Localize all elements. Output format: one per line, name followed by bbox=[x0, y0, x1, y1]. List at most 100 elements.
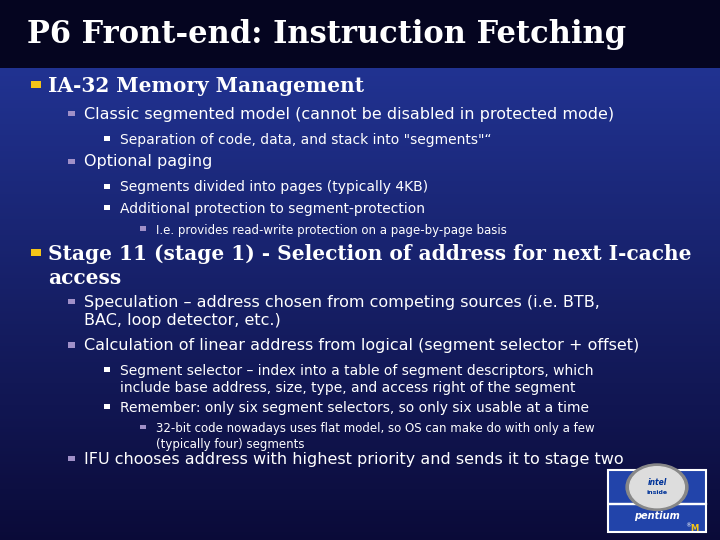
Bar bbox=[0, 119, 720, 122]
Bar bbox=[0, 259, 720, 262]
Bar bbox=[0, 227, 720, 229]
Bar bbox=[0, 364, 720, 367]
Text: Segments divided into pages (typically 4KB): Segments divided into pages (typically 4… bbox=[120, 180, 428, 194]
Bar bbox=[0, 278, 720, 281]
Bar bbox=[0, 43, 720, 46]
Bar bbox=[0, 184, 720, 186]
Bar bbox=[0, 57, 720, 59]
Bar bbox=[0, 329, 720, 332]
Bar bbox=[0, 289, 720, 292]
Bar bbox=[0, 429, 720, 432]
Bar bbox=[0, 254, 720, 256]
Bar bbox=[0, 16, 720, 19]
Bar bbox=[0, 146, 720, 148]
Bar bbox=[0, 292, 720, 294]
Bar bbox=[0, 340, 720, 343]
Bar bbox=[0, 219, 720, 221]
Bar bbox=[0, 524, 720, 526]
Bar bbox=[0, 176, 720, 178]
Bar bbox=[0, 105, 720, 108]
Bar bbox=[140, 425, 145, 429]
Bar bbox=[0, 348, 720, 351]
Bar bbox=[0, 319, 720, 321]
Bar bbox=[0, 178, 720, 181]
Bar bbox=[0, 11, 720, 14]
Bar bbox=[0, 413, 720, 416]
Bar bbox=[0, 421, 720, 424]
Bar bbox=[0, 165, 720, 167]
Bar bbox=[0, 27, 720, 30]
Bar bbox=[0, 238, 720, 240]
Bar bbox=[0, 451, 720, 454]
Bar bbox=[0, 513, 720, 516]
Bar bbox=[0, 502, 720, 505]
Bar bbox=[0, 157, 720, 159]
Bar bbox=[0, 8, 720, 11]
Bar bbox=[68, 299, 75, 305]
Text: P6 Front-end: Instruction Fetching: P6 Front-end: Instruction Fetching bbox=[27, 18, 626, 50]
Bar bbox=[0, 410, 720, 413]
Bar bbox=[0, 130, 720, 132]
Text: IFU chooses address with highest priority and sends it to stage two: IFU chooses address with highest priorit… bbox=[84, 452, 624, 467]
Bar bbox=[0, 332, 720, 335]
Bar bbox=[0, 508, 720, 510]
Bar bbox=[0, 286, 720, 289]
Bar bbox=[0, 86, 720, 89]
Bar bbox=[0, 256, 720, 259]
Text: Calculation of linear address from logical (segment selector + offset): Calculation of linear address from logic… bbox=[84, 338, 639, 353]
Bar bbox=[0, 313, 720, 316]
Bar bbox=[0, 297, 720, 300]
Bar bbox=[0, 251, 720, 254]
Bar bbox=[0, 308, 720, 310]
Bar bbox=[0, 362, 720, 364]
Bar bbox=[0, 375, 720, 378]
Bar bbox=[0, 30, 720, 32]
Bar bbox=[0, 186, 720, 189]
Bar bbox=[0, 435, 720, 437]
Bar bbox=[0, 92, 720, 94]
Bar bbox=[0, 500, 720, 502]
Bar bbox=[0, 97, 720, 100]
Bar bbox=[0, 124, 720, 127]
Bar bbox=[0, 51, 720, 54]
Bar bbox=[0, 459, 720, 462]
Bar bbox=[0, 418, 720, 421]
Bar bbox=[0, 38, 720, 40]
Bar bbox=[0, 94, 720, 97]
Bar bbox=[104, 205, 110, 210]
Bar bbox=[0, 167, 720, 170]
Bar bbox=[0, 221, 720, 224]
Bar bbox=[0, 54, 720, 57]
Text: ®: ® bbox=[685, 523, 691, 528]
Bar bbox=[0, 46, 720, 49]
Text: Remember: only six segment selectors, so only six usable at a time: Remember: only six segment selectors, so… bbox=[120, 401, 589, 415]
Bar bbox=[0, 181, 720, 184]
Bar bbox=[0, 59, 720, 62]
Bar bbox=[0, 462, 720, 464]
Bar bbox=[0, 154, 720, 157]
Bar bbox=[104, 404, 110, 409]
Bar bbox=[0, 84, 720, 86]
Bar bbox=[0, 535, 720, 537]
Bar bbox=[0, 230, 720, 232]
Bar bbox=[0, 205, 720, 208]
Bar bbox=[0, 211, 720, 213]
Bar bbox=[0, 383, 720, 386]
Bar bbox=[104, 136, 110, 141]
Bar bbox=[0, 521, 720, 524]
Bar bbox=[0, 467, 720, 470]
Bar bbox=[0, 316, 720, 319]
Bar bbox=[0, 135, 720, 138]
Bar bbox=[104, 184, 110, 188]
Bar bbox=[0, 481, 720, 483]
Bar bbox=[0, 270, 720, 273]
Bar bbox=[0, 65, 720, 68]
Bar bbox=[0, 478, 720, 481]
Bar bbox=[0, 235, 720, 238]
Bar bbox=[0, 432, 720, 435]
Bar bbox=[0, 24, 720, 27]
Bar bbox=[0, 405, 720, 408]
Bar bbox=[0, 526, 720, 529]
Bar bbox=[0, 5, 720, 8]
Circle shape bbox=[630, 467, 684, 508]
